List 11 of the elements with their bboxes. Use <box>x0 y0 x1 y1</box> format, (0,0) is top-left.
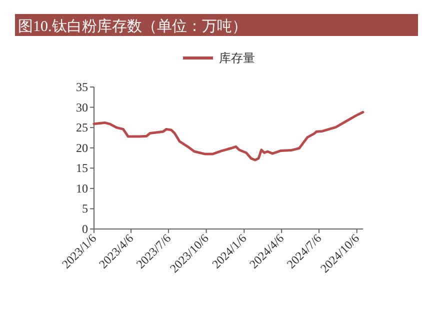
y-tick-label: 35 <box>76 80 88 94</box>
y-tick-label: 30 <box>76 100 88 114</box>
y-tick-label: 15 <box>76 161 88 176</box>
y-tick-label: 25 <box>76 120 88 135</box>
y-tick-label: 10 <box>76 181 88 196</box>
legend-label: 库存量 <box>219 51 255 65</box>
y-tick-label: 0 <box>82 222 88 236</box>
y-tick-label: 20 <box>76 140 88 155</box>
y-tick-label: 5 <box>82 202 88 216</box>
line-series <box>92 110 364 162</box>
chart-title: 图10.钛白粉库存数（单位：万吨） <box>18 18 247 35</box>
